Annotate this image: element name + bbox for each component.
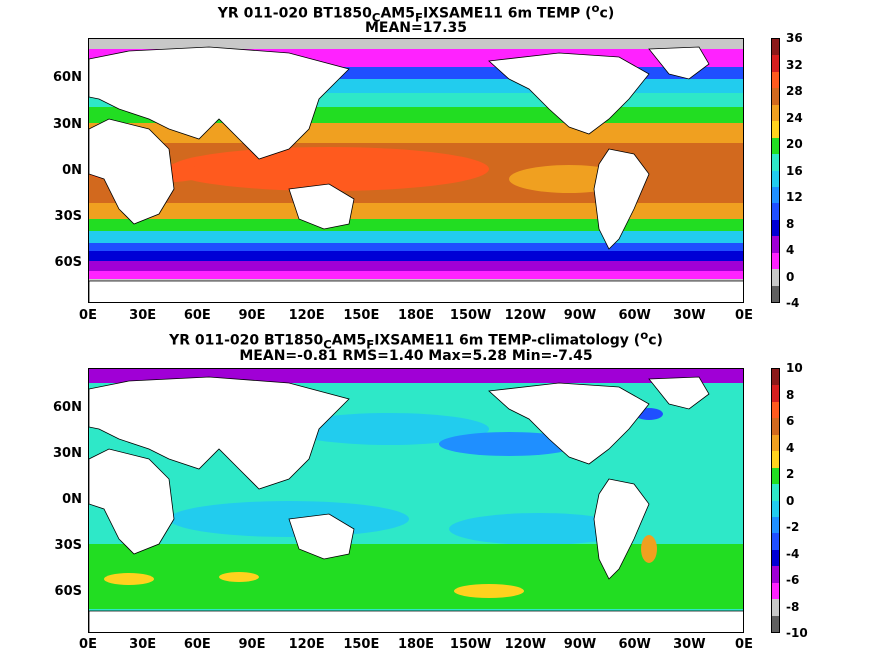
colorbar-swatch <box>772 269 779 286</box>
colorbar-swatch <box>772 549 779 567</box>
colorbar-swatch <box>772 137 779 155</box>
panel1-stats: MEAN=17.35 <box>364 20 468 36</box>
p1-lat-30s: 30S <box>54 209 82 224</box>
colorbar-swatch <box>772 104 779 122</box>
lon-label: 0E <box>735 637 753 652</box>
colorbar-label: 0 <box>786 493 795 508</box>
p1-lat-30n: 30N <box>53 117 82 132</box>
lon-label: 90E <box>238 308 266 323</box>
colorbar-swatch <box>772 88 779 105</box>
colorbar-swatch <box>772 71 779 89</box>
panel2-colorbar <box>771 368 780 633</box>
colorbar-swatch <box>772 55 779 72</box>
colorbar-label: 36 <box>786 31 803 45</box>
colorbar-label: 24 <box>786 110 803 125</box>
lon-label: 150E <box>343 637 380 652</box>
p2-lat-30n: 30N <box>53 446 82 461</box>
colorbar-label: 8 <box>786 216 795 231</box>
panel2-map <box>88 368 744 633</box>
p1-lat-60s: 60S <box>54 255 82 270</box>
colorbar-swatch <box>772 484 779 501</box>
colorbar-swatch <box>772 418 779 435</box>
colorbar-swatch <box>772 599 779 616</box>
colorbar-swatch <box>772 121 779 138</box>
colorbar-swatch <box>772 285 779 302</box>
colorbar-swatch <box>772 236 779 253</box>
lon-label: 150E <box>343 308 380 323</box>
colorbar-swatch <box>772 252 779 270</box>
lon-label: 0E <box>735 308 753 323</box>
lon-label: 30E <box>129 637 157 652</box>
lon-label: 150W <box>449 637 492 652</box>
colorbar-swatch <box>772 516 779 534</box>
colorbar-swatch <box>772 219 779 237</box>
colorbar-label: 28 <box>786 84 803 98</box>
colorbar-label: 10 <box>786 361 803 375</box>
colorbar-label: -8 <box>786 599 800 614</box>
panel1-map <box>88 38 744 303</box>
colorbar-label: -2 <box>786 520 800 534</box>
colorbar-swatch <box>772 467 779 485</box>
colorbar-swatch <box>772 170 779 187</box>
panel2-title: YR 011-020 BT1850CAM5FIXSAME11 6m TEMP-c… <box>169 328 663 352</box>
panel1-colorbar <box>771 38 780 303</box>
panel2-stats: MEAN=-0.81 RMS=1.40 Max=5.28 Min=-7.45 <box>239 348 593 364</box>
colorbar-swatch <box>772 401 779 419</box>
p1-lat-0n: 0N <box>62 163 82 178</box>
lon-label: 60E <box>183 308 211 323</box>
colorbar-label: 16 <box>786 163 803 178</box>
lon-label: 120W <box>504 308 547 323</box>
colorbar-label: 12 <box>786 190 803 204</box>
p2-lat-30s: 30S <box>54 538 82 553</box>
lon-label: 90E <box>238 637 266 652</box>
colorbar-label: 0 <box>786 269 795 284</box>
lon-label: 180E <box>397 637 435 652</box>
colorbar-swatch <box>772 369 779 386</box>
colorbar-label: 32 <box>786 57 803 72</box>
lon-label: 30W <box>673 637 706 652</box>
lon-label: 30E <box>129 308 157 323</box>
colorbar-swatch <box>772 582 779 600</box>
colorbar-label: 4 <box>786 440 795 455</box>
colorbar-swatch <box>772 39 779 56</box>
lon-label: 60E <box>183 637 211 652</box>
colorbar-swatch <box>772 500 779 517</box>
colorbar-label: -6 <box>786 573 800 587</box>
colorbar-label: -4 <box>786 546 800 561</box>
colorbar-swatch <box>772 566 779 583</box>
colorbar-swatch <box>772 451 779 468</box>
colorbar-swatch <box>772 154 779 171</box>
lon-label: 120W <box>504 637 547 652</box>
colorbar-swatch <box>772 434 779 452</box>
colorbar-swatch <box>772 385 779 402</box>
lon-label: 120E <box>288 637 325 652</box>
lon-label: 90W <box>563 308 597 323</box>
p2-lat-60s: 60S <box>54 584 82 599</box>
lon-label: 90W <box>563 637 597 652</box>
lon-label: 120E <box>288 308 325 323</box>
lon-label: 180E <box>397 308 435 323</box>
colorbar-label: -10 <box>786 626 808 640</box>
colorbar-label: 4 <box>786 243 795 257</box>
p1-lat-60n: 60N <box>53 70 82 85</box>
lon-label: 0E <box>79 637 97 652</box>
colorbar-label: 2 <box>786 467 795 481</box>
colorbar-swatch <box>772 203 779 220</box>
colorbar-label: -4 <box>786 296 800 310</box>
lon-label: 150W <box>449 308 492 323</box>
lon-label: 60W <box>618 308 651 323</box>
p2-lat-60n: 60N <box>53 400 82 415</box>
colorbar-label: 20 <box>786 137 803 151</box>
panel1-title: YR 011-020 BT1850CAM5FIXSAME11 6m TEMP (… <box>217 1 615 25</box>
colorbar-label: 6 <box>786 414 795 428</box>
colorbar-swatch <box>772 533 779 550</box>
p2-lat-0n: 0N <box>62 492 82 507</box>
colorbar-swatch <box>772 615 779 632</box>
lon-label: 60W <box>618 637 651 652</box>
lon-label: 30W <box>673 308 706 323</box>
lon-label: 0E <box>79 308 97 323</box>
colorbar-label: 8 <box>786 387 795 402</box>
colorbar-swatch <box>772 186 779 204</box>
